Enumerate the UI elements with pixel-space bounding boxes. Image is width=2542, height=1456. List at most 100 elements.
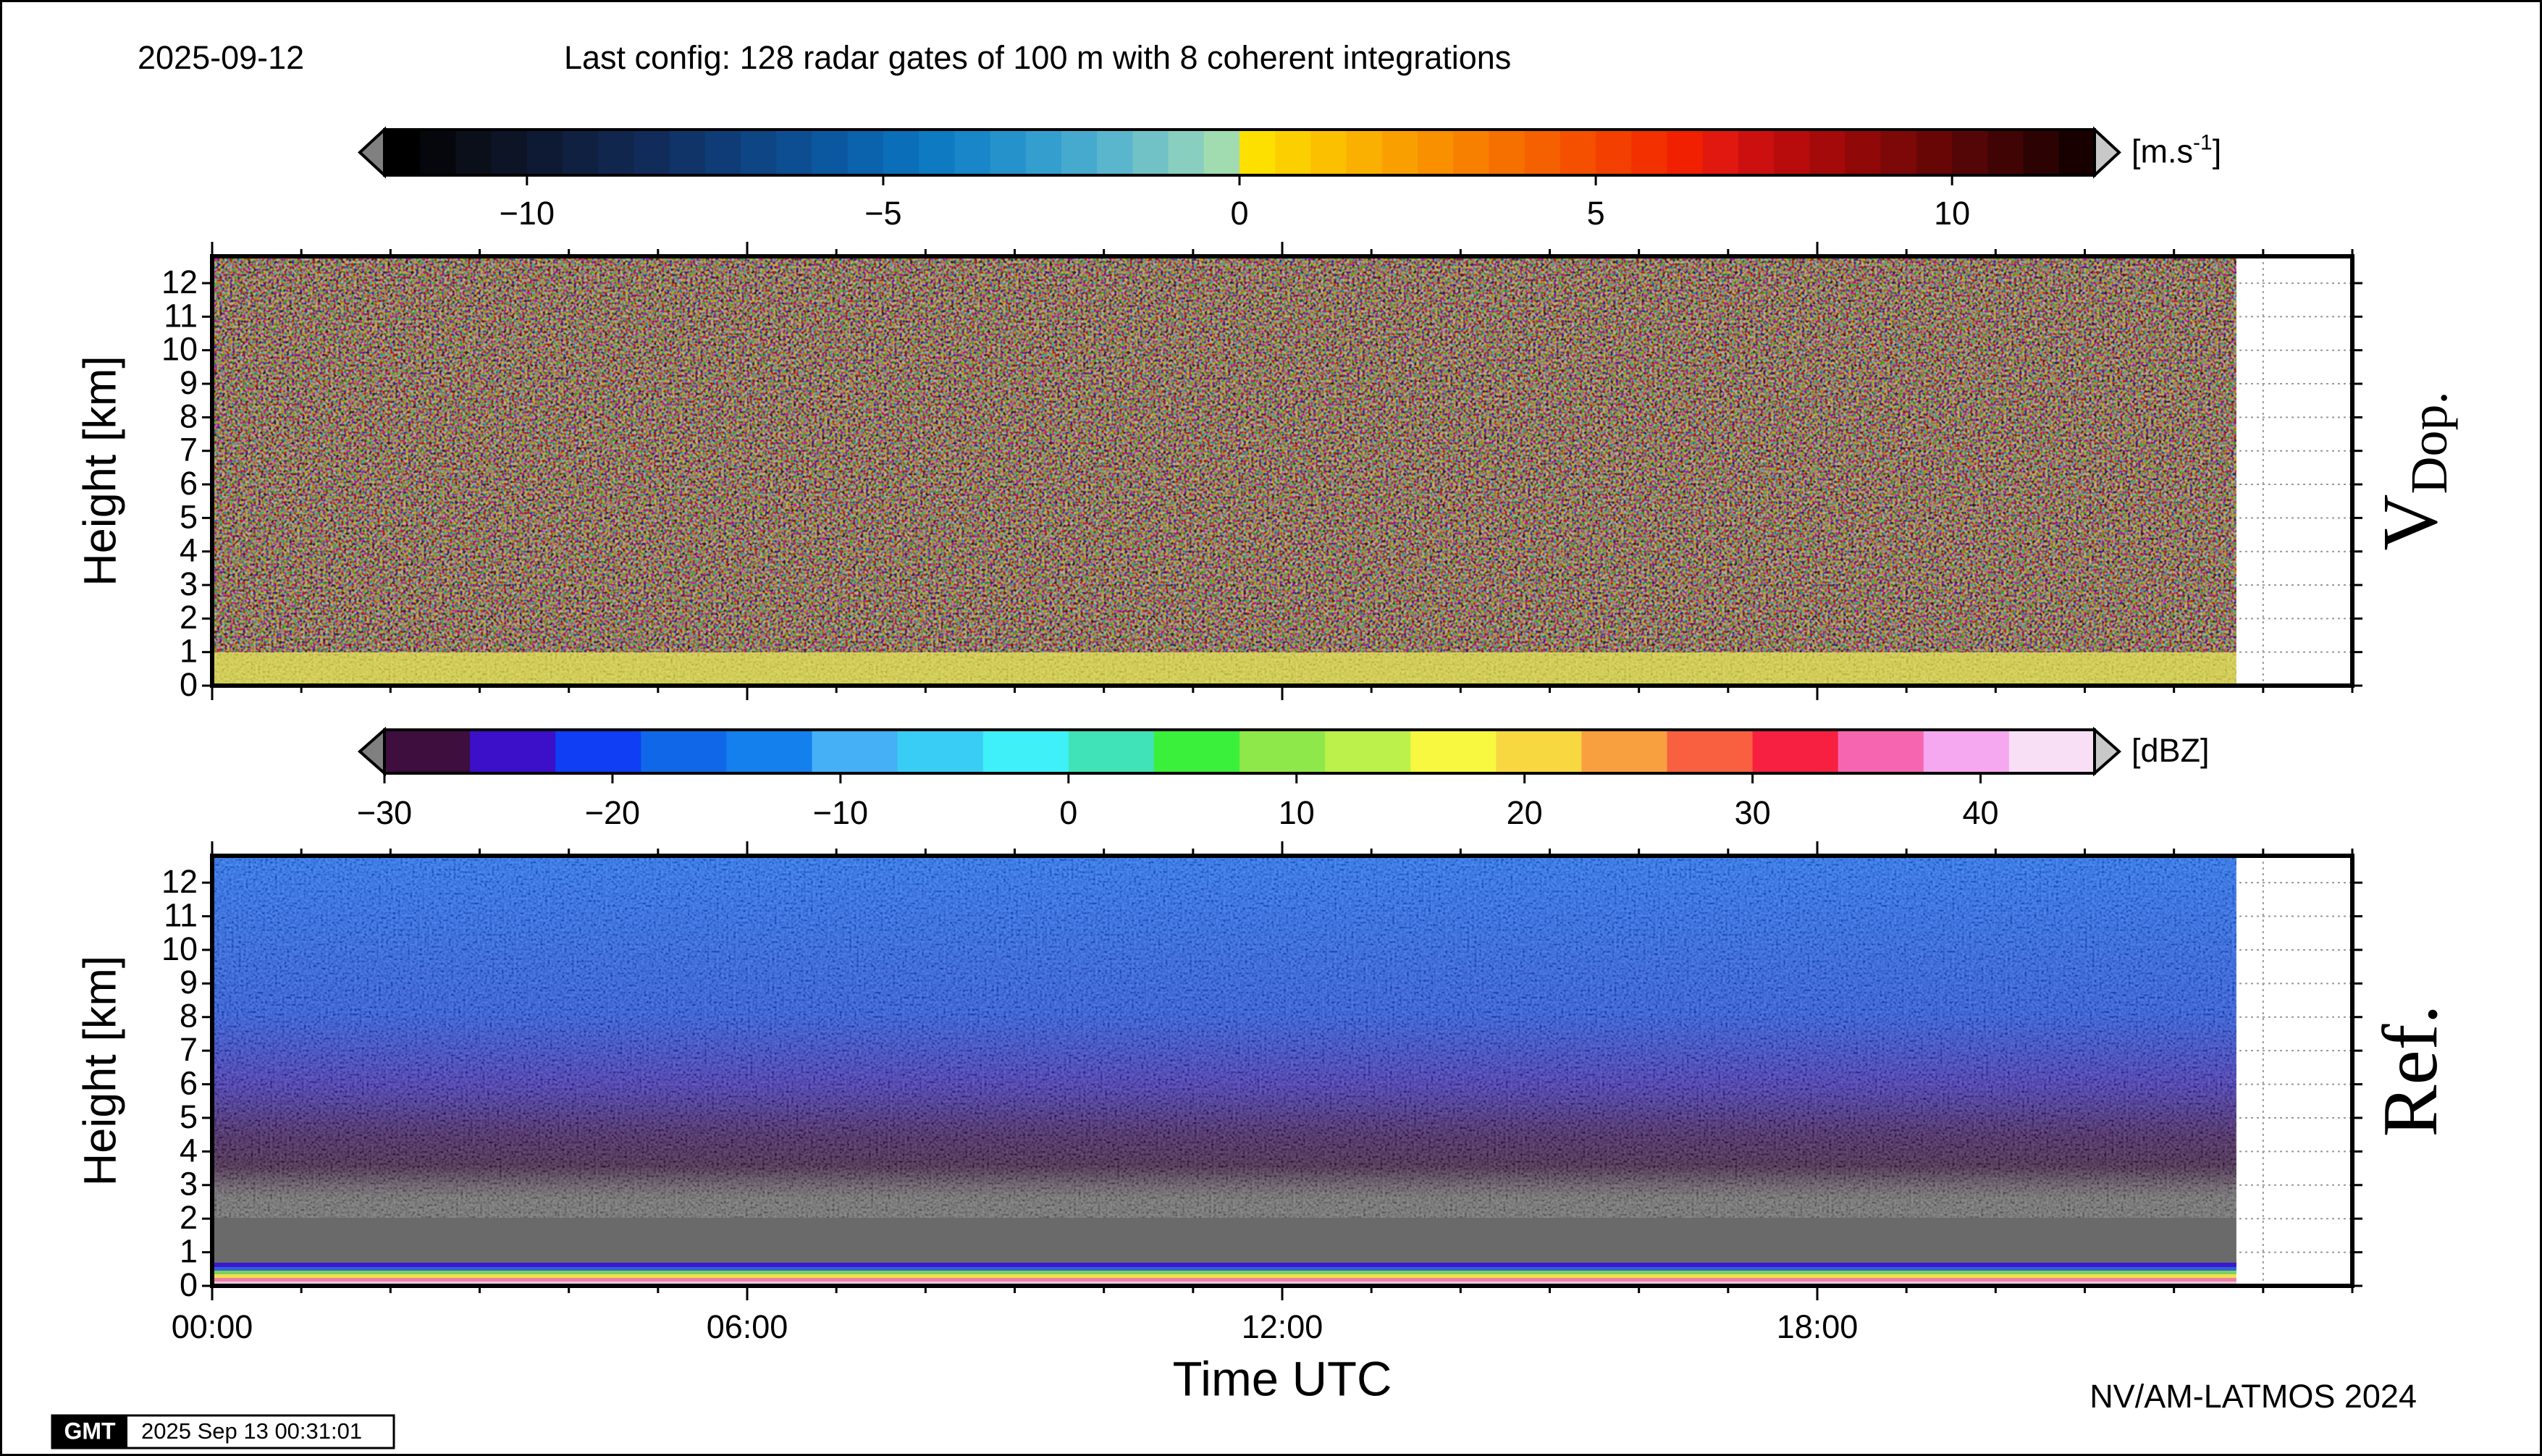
y-tick-label: 9 xyxy=(180,364,198,401)
colorbar-swatch xyxy=(634,130,670,175)
y-tick-label: 3 xyxy=(180,1166,198,1203)
colorbar-tick-label: −10 xyxy=(813,794,868,831)
y-tick-label: 11 xyxy=(164,297,198,334)
panel-label: Ref. xyxy=(2368,1005,2454,1137)
heatmap-band xyxy=(212,1274,2236,1278)
y-tick-label: 1 xyxy=(180,633,198,670)
x-tick-label: 06:00 xyxy=(707,1308,788,1345)
colorbar-tick-label: −10 xyxy=(500,195,555,232)
colorbar-tick-label: 5 xyxy=(1587,195,1605,232)
colorbar-swatch xyxy=(455,130,492,175)
colorbar-swatch xyxy=(563,130,599,175)
colorbar-swatch xyxy=(1596,130,1632,175)
plot-frame xyxy=(210,254,2354,688)
x-tick-label: 00:00 xyxy=(172,1308,253,1345)
colorbar-swatch xyxy=(982,730,1069,773)
colorbar-unit: [dBZ] xyxy=(2131,732,2210,769)
title: Last config: 128 radar gates of 100 m wi… xyxy=(564,39,1511,76)
colorbar-swatch xyxy=(1845,130,1882,175)
colorbar-swatch xyxy=(1702,130,1739,175)
panel-label-sub: Dop. xyxy=(2400,392,2458,495)
heatmap-noise xyxy=(212,856,2236,1218)
y-tick-label: 10 xyxy=(161,331,198,368)
colorbar-swatch xyxy=(1381,130,1418,175)
colorbar-swatch xyxy=(741,130,777,175)
colorbar-swatch xyxy=(1240,130,1276,175)
colorbar-swatch xyxy=(1325,730,1411,773)
colorbar-swatch xyxy=(1168,130,1205,175)
colorbar-swatch xyxy=(1987,130,2024,175)
colorbar-swatch xyxy=(1581,730,1668,773)
colorbar-swatch xyxy=(384,130,421,175)
heatmap-band xyxy=(212,1263,2236,1267)
panel-label-main: Ref. xyxy=(2368,1005,2454,1137)
colorbar-tick-label: 10 xyxy=(1279,794,1315,831)
colorbar-swatch xyxy=(1310,130,1347,175)
y-tick-label: 12 xyxy=(161,264,198,300)
colorbar-swatch xyxy=(897,730,984,773)
colorbar-swatch xyxy=(1560,130,1596,175)
colorbar-swatch xyxy=(1418,130,1454,175)
colorbar-swatch xyxy=(1275,130,1312,175)
panel-label: VDop. xyxy=(2368,392,2458,551)
colorbar-tick-label: 10 xyxy=(1934,195,1970,232)
heatmap-band xyxy=(212,1278,2236,1282)
x-axis-label: Time UTC xyxy=(1173,1352,1392,1407)
colorbar-tick-label: −5 xyxy=(864,195,901,232)
heatmap-band xyxy=(212,1267,2236,1271)
x-tick-label: 18:00 xyxy=(1777,1308,1859,1345)
colorbar-swatch xyxy=(1880,130,1917,175)
colorbar-swatch xyxy=(883,130,919,175)
colorbar-frame xyxy=(383,728,2096,775)
panel-label-main: V xyxy=(2368,495,2454,551)
colorbar-unit: [m.s-1] xyxy=(2131,130,2221,169)
y-tick-label: 6 xyxy=(180,1064,198,1101)
colorbar-swatch xyxy=(598,130,635,175)
colorbar-swatch xyxy=(1097,130,1133,175)
colorbar-tick-label: 0 xyxy=(1230,195,1248,232)
y-tick-label: 8 xyxy=(180,397,198,434)
colorbar-swatch xyxy=(1631,130,1668,175)
y-tick-label: 2 xyxy=(180,1199,198,1236)
colorbar-swatch xyxy=(2058,130,2095,175)
colorbar-tick-label: 0 xyxy=(1059,794,1077,831)
colorbar-swatch xyxy=(1410,730,1497,773)
colorbar-swatch xyxy=(1203,130,1240,175)
y-tick-label: 3 xyxy=(180,565,198,602)
unit-sup: -1 xyxy=(2193,130,2213,154)
y-tick-label: 0 xyxy=(180,666,198,703)
y-tick-label: 1 xyxy=(180,1232,198,1269)
colorbar-swatch xyxy=(1923,730,2010,773)
colorbar-swatch xyxy=(1489,130,1525,175)
y-tick-label: 2 xyxy=(180,599,198,636)
colorbar-swatch xyxy=(847,130,884,175)
colorbar-swatch xyxy=(954,130,991,175)
y-tick-label: 12 xyxy=(161,863,198,900)
y-tick-label: 4 xyxy=(180,1132,198,1169)
colorbar-swatch xyxy=(812,730,898,773)
y-tick-label: 8 xyxy=(180,998,198,1035)
colorbar-swatch xyxy=(1153,730,1240,773)
y-tick-label: 9 xyxy=(180,964,198,1001)
timestamp: 2025 Sep 13 00:31:01 xyxy=(141,1418,362,1444)
heatmap-band xyxy=(212,1271,2236,1274)
y-tick-label: 6 xyxy=(180,465,198,502)
colorbar-swatch xyxy=(1061,130,1098,175)
colorbar-swatch xyxy=(1774,130,1810,175)
colorbar-swatch xyxy=(1524,130,1561,175)
colorbar-swatch xyxy=(384,730,471,773)
y-tick-label: 10 xyxy=(161,930,198,967)
colorbar-swatch xyxy=(1068,730,1155,773)
unit-text: [dBZ] xyxy=(2131,732,2210,769)
heatmap-noise xyxy=(212,256,2236,652)
colorbar-swatch xyxy=(726,730,813,773)
colorbar-tick-label: 20 xyxy=(1507,794,1543,831)
y-axis-label: Height [km] xyxy=(75,956,126,1187)
colorbar-swatch xyxy=(555,730,641,773)
y-tick-label: 7 xyxy=(180,1031,198,1068)
colorbar-swatch xyxy=(669,130,706,175)
colorbar-swatch xyxy=(2023,130,2060,175)
